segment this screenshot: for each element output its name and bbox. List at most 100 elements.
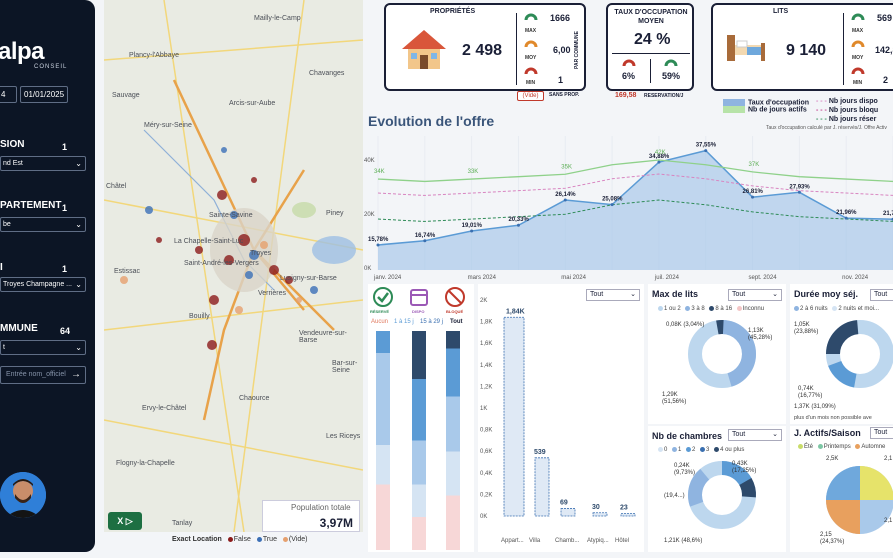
kpi-proprietes-title: PROPRIÉTÉS <box>430 8 476 15</box>
maxlits-filter-select[interactable]: Tout ⌄ <box>728 289 782 301</box>
occupation-point <box>657 160 661 164</box>
chambres-donut[interactable] <box>687 460 757 530</box>
filter-commune-label: MMUNE <box>0 323 38 334</box>
type-bar <box>592 512 608 517</box>
type-value-label: 30 <box>592 504 600 511</box>
kpi-occupation-max: 59% <box>662 71 681 81</box>
type-bar <box>560 508 576 517</box>
kpi-proprietes-footer-left[interactable]: (Vide) <box>517 91 544 101</box>
duree-label: 1,05K (23,88%) <box>794 322 819 335</box>
map-label: Méry-sur-Seine <box>144 122 192 129</box>
saison-label: 2,15 (24,37%) <box>820 532 845 545</box>
gauge-moy-icon <box>524 40 538 48</box>
type-category-label: Appart... <box>501 538 524 544</box>
type-bar-chart[interactable]: 2K 1,8K 1,6K 1,4K 1,2K 1K 0,8K 0,6K 0,4K 0,2K 0K 1,… <box>478 284 644 552</box>
y-tick-label: 0,8K <box>480 428 492 434</box>
gauge-max-icon <box>664 59 678 67</box>
occupation-point <box>751 195 755 199</box>
arrow-right-icon[interactable]: → <box>71 369 81 380</box>
occupation-data-label: 34,88% <box>649 154 670 160</box>
date-end-input[interactable]: 01/01/2025 <box>20 86 68 103</box>
filter-epci-select[interactable]: Troyes Champagne ... ⌄ <box>0 277 86 292</box>
saison-panel: J. Actifs/Saison Tout Été Printemps Auto… <box>790 426 893 552</box>
map-label: Bar-sur-Seine <box>332 360 358 374</box>
filter-epci-label: I <box>0 262 3 273</box>
calendar-icon[interactable] <box>408 286 430 308</box>
maxlits-donut[interactable] <box>687 319 757 389</box>
filter-departement-select[interactable]: be ⌄ <box>0 217 86 232</box>
filter-aucun[interactable]: Aucun <box>371 319 389 325</box>
status-bar-dispo[interactable] <box>412 331 426 550</box>
occupation-data-label: 27,93% <box>789 184 810 190</box>
filter-commune-count: 64 <box>60 326 71 336</box>
chevron-down-icon: ⌄ <box>772 431 778 438</box>
location-dots[interactable] <box>120 147 318 350</box>
filter-departement-label: PARTEMENT <box>0 200 62 211</box>
chambres-label: (19,4...) <box>664 493 685 499</box>
gauge-min-icon <box>622 59 636 67</box>
duree-filter-select[interactable]: Tout <box>870 289 893 301</box>
occupation-data-label: 16,74% <box>415 233 436 239</box>
map-label: Arcis-sur-Aube <box>229 100 276 107</box>
saison-label: 2,5K <box>826 456 839 462</box>
duree-donut[interactable] <box>825 319 893 389</box>
population-card: Population totale 3,97M <box>262 500 360 532</box>
duree-title: Durée moy séj. <box>794 289 859 299</box>
kpi-lits-max: 569 <box>877 13 893 23</box>
chambres-title: Nb de chambres <box>652 431 723 441</box>
jours-actifs-data-label: 37K <box>749 162 760 168</box>
type-filter-select[interactable]: Tout ⌄ <box>586 289 640 301</box>
x-tick-label: mai 2024 <box>561 275 586 281</box>
duree-label: 0,74K (16,77%) <box>798 386 823 399</box>
y-tick-label: 0,4K <box>480 471 492 477</box>
occupation-data-label: 25,08% <box>602 197 623 203</box>
jours-dispo-line <box>377 173 893 196</box>
type-bar <box>503 316 525 517</box>
maxlits-label: 1,13K (45,28%) <box>748 328 773 341</box>
gauge-max-icon <box>851 13 865 21</box>
occupation-point <box>844 216 848 220</box>
kpi-occupation-min: 6% <box>622 71 636 81</box>
filter-15-29[interactable]: 15 à 29 j <box>420 319 444 325</box>
status-reserve-label: RÉSERVÉ <box>370 309 390 314</box>
maxlits-panel: Max de lits Tout ⌄ 1 ou 2 3 à 8 8 à 16 In… <box>648 284 786 424</box>
commune-search-input[interactable]: Entrée nom_officiel → <box>0 366 86 384</box>
blocked-icon[interactable] <box>444 286 466 308</box>
chevron-down-icon: ⌄ <box>630 291 636 298</box>
map-label: Estissac <box>114 268 141 275</box>
map-view[interactable]: Mailly-le-Camp Plancy-l'Abbaye Arcis-sur… <box>104 0 363 532</box>
saison-filter-select[interactable]: Tout <box>870 427 893 439</box>
kpi-proprietes-side: PAR COMMUNE <box>574 31 580 69</box>
occupation-point <box>610 203 614 207</box>
chevron-down-icon: ⌄ <box>75 159 82 168</box>
chambres-filter-select[interactable]: Tout ⌄ <box>728 429 782 441</box>
map-label: Bouilly <box>189 313 210 320</box>
check-circle-icon[interactable] <box>372 286 394 308</box>
jours-actifs-data-label: 34K <box>374 169 385 175</box>
status-bar-reserve[interactable] <box>376 331 390 550</box>
filter-tout[interactable]: Tout <box>450 319 463 325</box>
filter-1-15[interactable]: 1 à 15 j <box>394 319 414 325</box>
map-canvas[interactable] <box>104 0 363 532</box>
occupation-point <box>797 190 801 194</box>
jours-actifs-line <box>377 159 893 183</box>
y-tick-label: 40K <box>364 158 375 164</box>
y-tick-label: 1,8K <box>480 320 492 326</box>
status-bar-bloque[interactable] <box>446 331 460 550</box>
kpi-lits-min: 2 <box>883 75 889 85</box>
evolution-chart[interactable]: 15,78% 16,74% 19,01% 20,33% 26,14% 25,08% 34,8… <box>360 132 893 282</box>
avatar[interactable] <box>0 472 46 518</box>
filter-commune-select[interactable]: t ⌄ <box>0 340 86 355</box>
map-label: Chaource <box>239 395 270 402</box>
kpi-lits-card: LITS 9 140 MAX MOY MIN 569 142,8 2 <box>711 3 893 91</box>
legend-swatch <box>723 99 745 106</box>
kpi-occupation-footer-right: RESERVATION/J <box>644 93 684 99</box>
jours-actifs-data-label: 33K <box>468 169 479 175</box>
duree-panel: Durée moy séj. Tout 2 à 6 nuits 2 nuits … <box>790 284 893 424</box>
date-start-input[interactable]: 4 <box>0 86 17 103</box>
saison-pie[interactable] <box>820 460 893 540</box>
alpa-logo: alpa CONSEIL <box>0 38 68 70</box>
maxlits-label: 1,29K (51,56%) <box>662 392 687 405</box>
filter-region-select[interactable]: nd Est ⌄ <box>0 156 86 171</box>
excel-export-button[interactable]: X ▷ <box>108 512 142 530</box>
